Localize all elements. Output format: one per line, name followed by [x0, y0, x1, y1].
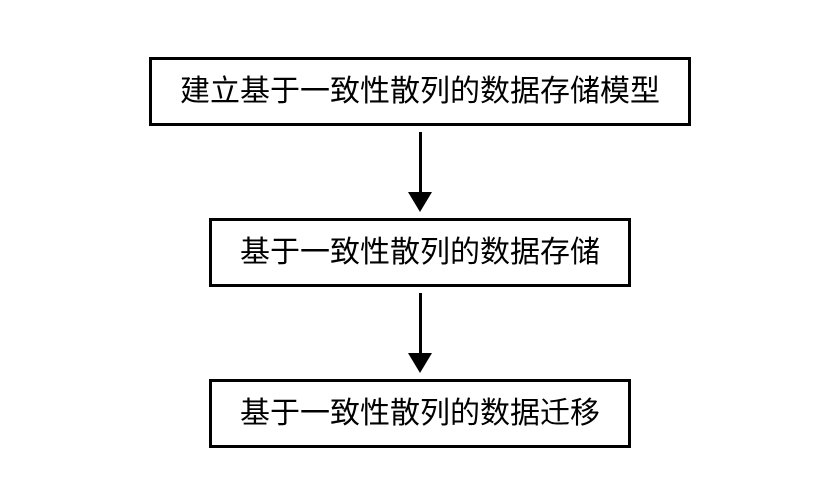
arrow-line	[419, 293, 422, 353]
arrow-head-icon	[408, 353, 432, 373]
arrow-head-icon	[408, 192, 432, 212]
flowchart-container: 建立基于一致性散列的数据存储模型 基于一致性散列的数据存储 基于一致性散列的数据…	[149, 57, 691, 448]
node-label: 基于一致性散列的数据迁移	[240, 397, 600, 430]
node-label: 基于一致性散列的数据存储	[240, 236, 600, 269]
node-label: 建立基于一致性散列的数据存储模型	[180, 75, 660, 108]
flowchart-node-2: 基于一致性散列的数据存储	[209, 218, 631, 287]
arrow-line	[419, 132, 422, 192]
flowchart-arrow-1	[408, 132, 432, 212]
flowchart-node-3: 基于一致性散列的数据迁移	[209, 379, 631, 448]
flowchart-arrow-2	[408, 293, 432, 373]
flowchart-node-1: 建立基于一致性散列的数据存储模型	[149, 57, 691, 126]
